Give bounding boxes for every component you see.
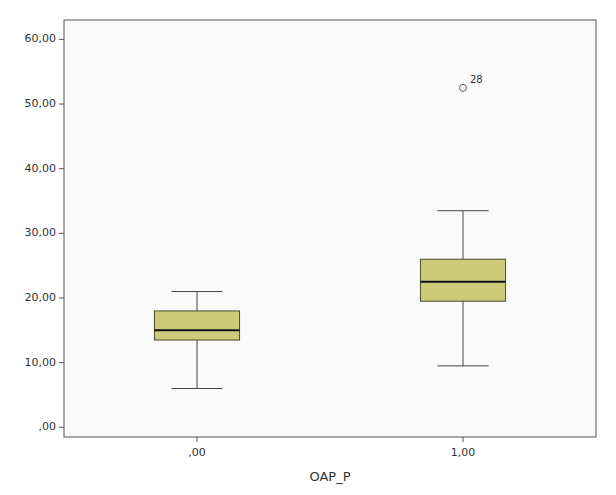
y-tick-label: 50,00 (25, 97, 57, 110)
cap-low (171, 388, 222, 389)
x-axis-label: OAP_P (309, 469, 350, 484)
y-tick (59, 168, 64, 169)
whisker-low (463, 301, 464, 366)
x-tick (463, 437, 464, 442)
y-tick (59, 298, 64, 299)
y-tick-label: 60,00 (25, 32, 57, 45)
y-tick (59, 39, 64, 40)
annotations: 28 (470, 74, 483, 85)
y-tick (59, 233, 64, 234)
outlier (460, 84, 467, 91)
y-tick (59, 427, 64, 428)
cap-high (171, 291, 222, 292)
x-tick-label: ,00 (188, 446, 206, 459)
outlier-label: 28 (470, 74, 483, 85)
whisker-high (463, 211, 464, 259)
plot-frame (64, 20, 596, 437)
marks (154, 84, 505, 388)
chart-svg: ,00 10,00 20,00 30,00 40,00 50,00 60,00 ,00 1,00… (0, 0, 616, 495)
whisker-low (197, 340, 198, 388)
y-tick-label: 40,00 (25, 162, 57, 175)
whisker-high (197, 292, 198, 311)
cap-low (437, 365, 488, 366)
box (420, 259, 505, 301)
y-tick-label: 30,00 (25, 226, 57, 239)
chart-container: ,00 10,00 20,00 30,00 40,00 50,00 60,00 ,00 1,00… (0, 0, 616, 495)
y-tick (59, 104, 64, 105)
y-tick-label: 20,00 (25, 291, 57, 304)
median (154, 329, 239, 331)
y-tick-label: ,00 (39, 420, 57, 433)
median (420, 281, 505, 283)
plot-background (64, 20, 596, 437)
y-tick-label: 10,00 (25, 356, 57, 369)
cap-high (437, 210, 488, 211)
y-tick (59, 362, 64, 363)
x-tick-label: 1,00 (451, 446, 476, 459)
box (154, 311, 239, 340)
x-tick (197, 437, 198, 442)
